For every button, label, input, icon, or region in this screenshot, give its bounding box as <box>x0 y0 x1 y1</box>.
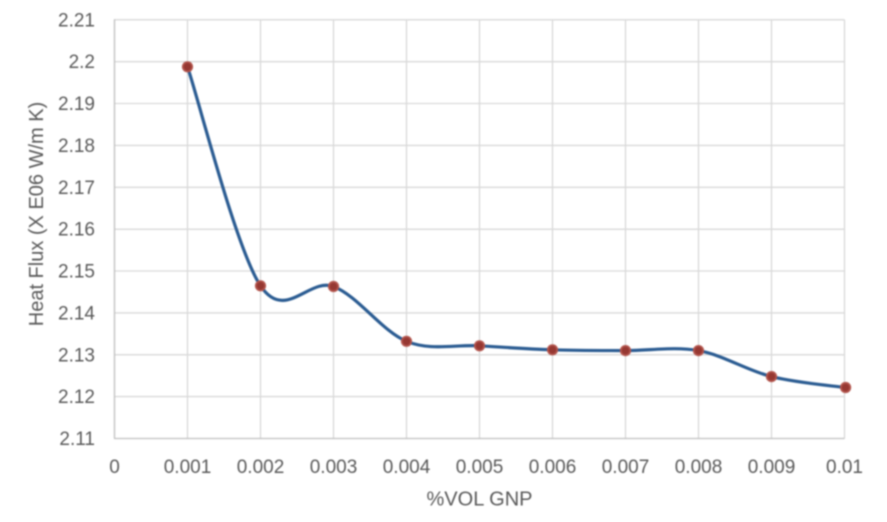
svg-text:2.18: 2.18 <box>58 136 95 157</box>
svg-text:0.002: 0.002 <box>237 457 285 478</box>
svg-text:2.21: 2.21 <box>58 10 95 31</box>
svg-text:2.16: 2.16 <box>58 220 95 241</box>
svg-text:0.001: 0.001 <box>164 457 212 478</box>
svg-text:0: 0 <box>109 457 120 478</box>
svg-text:0.007: 0.007 <box>602 457 650 478</box>
svg-text:2.12: 2.12 <box>58 387 95 408</box>
svg-text:0.01: 0.01 <box>826 457 863 478</box>
svg-text:2.14: 2.14 <box>58 303 95 324</box>
svg-text:Heat Flux (X E06 W/m K): Heat Flux (X E06 W/m K) <box>26 102 48 327</box>
svg-text:2.2: 2.2 <box>69 52 95 73</box>
svg-text:0.009: 0.009 <box>748 457 796 478</box>
svg-text:0.008: 0.008 <box>675 457 723 478</box>
svg-text:2.11: 2.11 <box>59 429 95 450</box>
svg-text:0.006: 0.006 <box>529 457 577 478</box>
svg-text:2.19: 2.19 <box>58 94 95 115</box>
svg-text:%VOL GNP: %VOL GNP <box>427 489 533 511</box>
svg-text:2.15: 2.15 <box>58 262 95 283</box>
svg-text:0.003: 0.003 <box>310 457 358 478</box>
svg-text:0.005: 0.005 <box>456 457 504 478</box>
svg-text:2.13: 2.13 <box>58 345 95 366</box>
svg-text:2.17: 2.17 <box>58 178 95 199</box>
svg-text:0.004: 0.004 <box>383 457 431 478</box>
